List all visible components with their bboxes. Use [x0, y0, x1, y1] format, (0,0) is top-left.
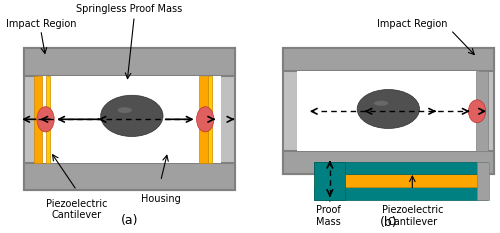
- Bar: [208, 76, 212, 163]
- Text: Springless Proof Mass: Springless Proof Mass: [76, 4, 182, 14]
- Bar: [314, 174, 486, 187]
- Ellipse shape: [357, 89, 420, 128]
- Bar: [298, 71, 480, 151]
- Text: Impact Region: Impact Region: [377, 19, 448, 29]
- Bar: [46, 76, 51, 163]
- Bar: [24, 163, 235, 190]
- Bar: [199, 76, 207, 163]
- Bar: [314, 187, 486, 199]
- Text: Housing: Housing: [141, 194, 180, 204]
- Ellipse shape: [37, 107, 54, 132]
- Bar: [314, 162, 345, 199]
- Text: Piezoelectric
Cantilever: Piezoelectric Cantilever: [382, 206, 443, 227]
- Text: (b): (b): [380, 216, 397, 229]
- Bar: [283, 48, 494, 174]
- Ellipse shape: [118, 107, 132, 113]
- Bar: [34, 76, 42, 163]
- Bar: [24, 48, 235, 76]
- Text: Impact Region: Impact Region: [6, 19, 76, 29]
- Bar: [24, 48, 235, 190]
- Ellipse shape: [100, 95, 163, 137]
- Ellipse shape: [196, 107, 214, 132]
- Bar: [477, 162, 489, 199]
- Ellipse shape: [374, 101, 388, 106]
- Text: Piezoelectric
Cantilever: Piezoelectric Cantilever: [46, 199, 108, 220]
- Bar: [314, 162, 486, 174]
- Ellipse shape: [468, 100, 485, 123]
- Bar: [476, 71, 488, 151]
- Bar: [283, 48, 494, 71]
- Bar: [38, 76, 220, 163]
- Text: Proof
Mass: Proof Mass: [316, 206, 341, 227]
- Bar: [283, 151, 494, 174]
- Text: (a): (a): [120, 214, 138, 227]
